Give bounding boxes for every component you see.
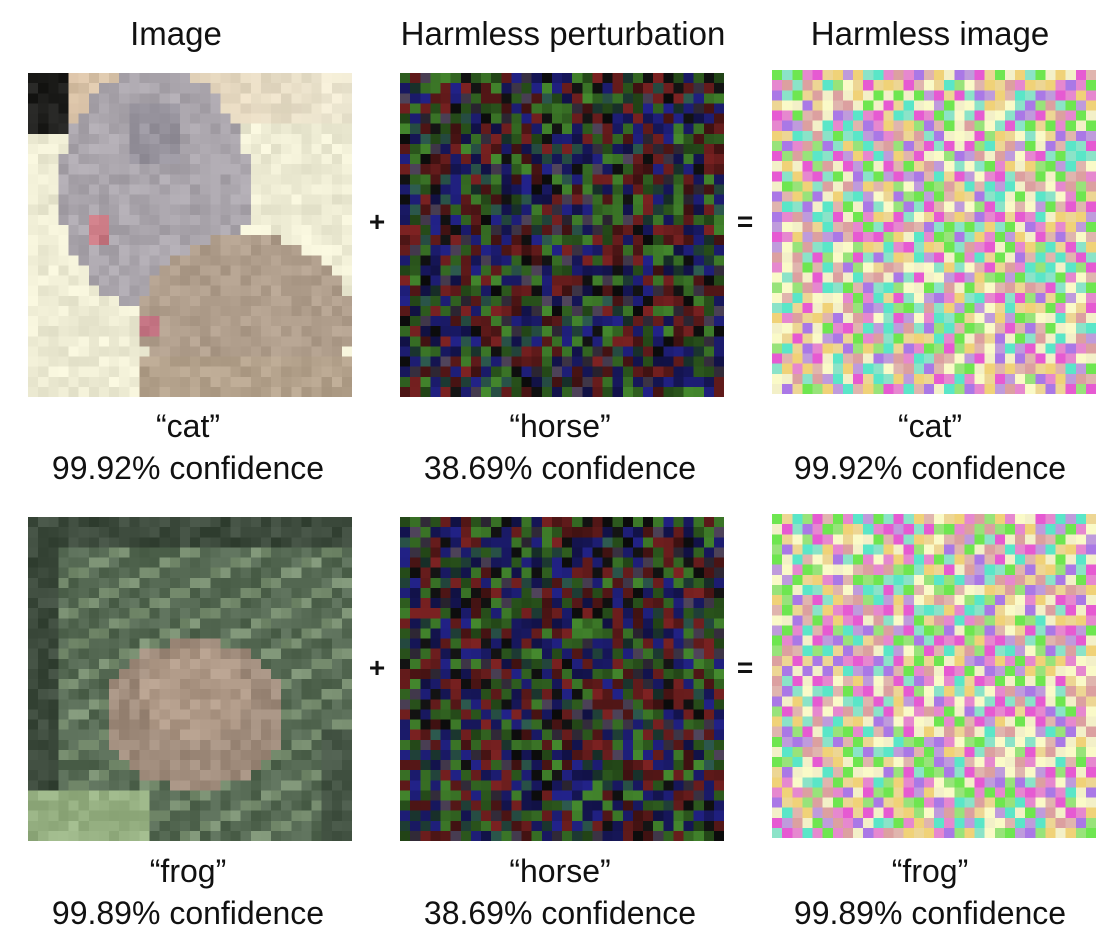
caption-harmless-frog: “frog” 99.89% confidence xyxy=(750,850,1110,934)
class-label: “horse” xyxy=(509,853,611,889)
class-label: “frog” xyxy=(891,853,969,889)
caption-harmless-cat: “cat” 99.92% confidence xyxy=(750,405,1110,489)
column-header-perturbation: Harmless perturbation xyxy=(400,15,726,52)
confidence-text: 99.92% confidence xyxy=(51,450,325,486)
harmless-frog-image xyxy=(772,514,1096,838)
caption-perturbation-2: “horse” 38.69% confidence xyxy=(380,850,740,934)
column-header-image: Image xyxy=(130,15,222,52)
confidence-text: 99.89% confidence xyxy=(51,895,325,931)
class-label: “frog” xyxy=(149,853,227,889)
class-label: “cat” xyxy=(156,408,220,444)
equals-operator: = xyxy=(736,652,754,683)
class-label: “cat” xyxy=(898,408,962,444)
equals-operator: = xyxy=(736,206,754,237)
class-label: “horse” xyxy=(509,408,611,444)
caption-perturbation-1: “horse” 38.69% confidence xyxy=(380,405,740,489)
frog-image xyxy=(28,517,352,841)
harmless-cat-image xyxy=(772,70,1096,394)
plus-operator: + xyxy=(368,652,386,683)
cat-image xyxy=(28,73,352,397)
caption-cat: “cat” 99.92% confidence xyxy=(8,405,368,489)
perturbation-image-1 xyxy=(400,73,724,397)
confidence-text: 38.69% confidence xyxy=(423,895,697,931)
confidence-text: 99.89% confidence xyxy=(793,895,1067,931)
perturbation-image-2 xyxy=(400,517,724,841)
plus-operator: + xyxy=(368,206,386,237)
confidence-text: 38.69% confidence xyxy=(423,450,697,486)
confidence-text: 99.92% confidence xyxy=(793,450,1067,486)
caption-frog: “frog” 99.89% confidence xyxy=(8,850,368,934)
column-header-harmless-image: Harmless image xyxy=(810,15,1050,52)
